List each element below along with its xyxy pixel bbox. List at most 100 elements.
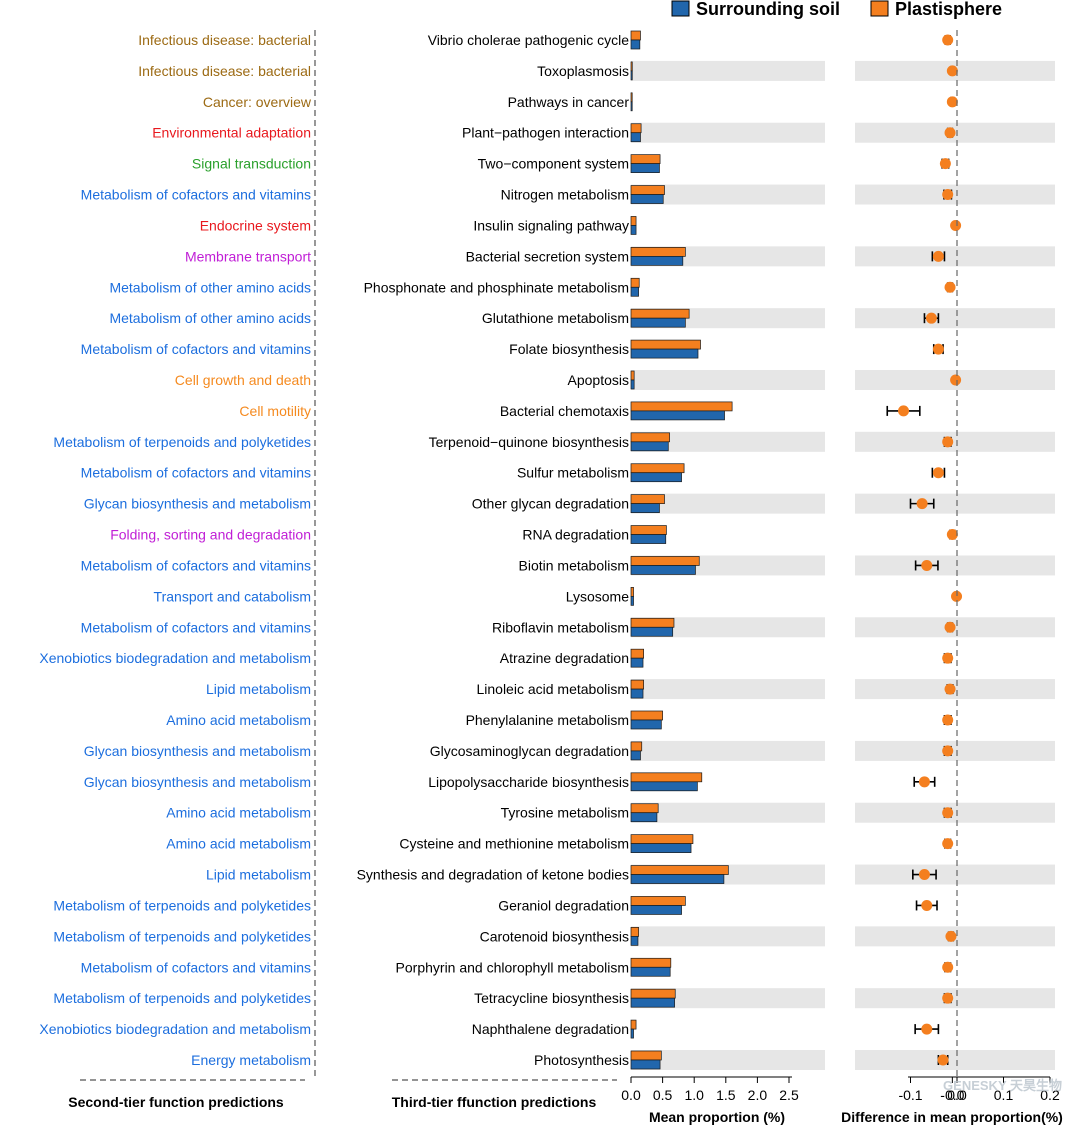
difference-point bbox=[942, 189, 954, 201]
difference-axis: -0.1 -0.00.0 0.1 0.2 bbox=[898, 1076, 1060, 1103]
difference-point bbox=[944, 621, 956, 633]
soil-bar bbox=[630, 410, 725, 421]
bar-background-stripe bbox=[631, 988, 825, 1009]
plastisphere-bar bbox=[630, 556, 700, 566]
legend-swatch-plastisphere bbox=[870, 0, 889, 17]
bar-background-stripe bbox=[631, 617, 825, 638]
difference-background-stripe bbox=[855, 740, 1055, 761]
difference-point bbox=[937, 1054, 949, 1066]
soil-bar bbox=[630, 472, 682, 483]
tier3-label: Linoleic acid metabolism bbox=[476, 681, 629, 697]
soil-bar bbox=[630, 317, 686, 328]
plastisphere-bar bbox=[630, 525, 667, 535]
plastisphere-bar bbox=[630, 123, 642, 134]
tier3-label: Geraniol degradation bbox=[498, 897, 629, 913]
difference-point bbox=[932, 343, 944, 355]
tier2-label: Environmental adaptation bbox=[152, 125, 311, 141]
tier3-label: Bacterial chemotaxis bbox=[500, 403, 629, 419]
plastisphere-bar bbox=[630, 896, 686, 906]
tier2-label: Glycan biosynthesis and metabolism bbox=[84, 743, 311, 759]
soil-bar bbox=[630, 225, 637, 235]
difference-point bbox=[942, 436, 954, 448]
tier3-label: Nitrogen metabolism bbox=[501, 187, 629, 203]
plastisphere-bar bbox=[630, 154, 661, 164]
tier2-label: Amino acid metabolism bbox=[166, 712, 311, 728]
chart-row: Metabolism of terpenoids and polyketides… bbox=[53, 927, 957, 946]
chart-row: Glycan biosynthesis and metabolism Glycos… bbox=[84, 741, 954, 761]
chart-row: Amino acid metabolism Tyrosine metabolism bbox=[166, 803, 954, 823]
tier2-label: Cell growth and death bbox=[175, 372, 311, 388]
bar-background-stripe bbox=[631, 431, 825, 452]
soil-bar bbox=[630, 966, 671, 977]
tier2-label: Endocrine system bbox=[200, 217, 311, 233]
chart-row: Metabolism of terpenoids and polyketides… bbox=[53, 896, 938, 915]
tier3-label: Folate biosynthesis bbox=[509, 341, 629, 357]
difference-point bbox=[921, 899, 933, 911]
chart-row: Metabolism of cofactors and vitamins Biot… bbox=[81, 556, 939, 575]
tier3-label: Terpenoid−quinone biosynthesis bbox=[429, 434, 629, 450]
tier2-label: Metabolism of cofactors and vitamins bbox=[81, 619, 311, 635]
chart-row: Glycan biosynthesis and metabolism Lipopo… bbox=[84, 772, 936, 792]
plastisphere-bar bbox=[630, 432, 670, 443]
difference-point bbox=[925, 312, 937, 324]
difference-background-stripe bbox=[855, 988, 1055, 1009]
tier3-label: Tetracycline biosynthesis bbox=[474, 990, 629, 1006]
tier2-label: Xenobiotics biodegradation and metabolis… bbox=[39, 650, 311, 666]
soil-bar bbox=[630, 719, 662, 730]
tier2-label: Xenobiotics biodegradation and metabolis… bbox=[39, 1021, 311, 1037]
soil-bar bbox=[630, 348, 699, 359]
soil-bar bbox=[630, 596, 634, 606]
chart-row: Metabolism of cofactors and vitamins Nitr… bbox=[81, 185, 954, 204]
chart-row: Amino acid metabolism Phenylalanine metab… bbox=[166, 710, 954, 730]
difference-point bbox=[950, 219, 962, 231]
soil-bar bbox=[630, 657, 644, 668]
chart-row: Amino acid metabolism Cysteine and methio… bbox=[166, 834, 954, 853]
soil-bar bbox=[630, 874, 725, 884]
plastisphere-bar bbox=[630, 803, 659, 814]
soil-bar bbox=[630, 379, 635, 390]
chart-row: Transport and catabolism Lysosome bbox=[154, 587, 963, 606]
bar-background-stripe bbox=[631, 926, 825, 947]
mean-axis-tick-label: 2.5 bbox=[779, 1087, 799, 1103]
tier3-label: Toxoplasmosis bbox=[537, 63, 629, 79]
tier2-label: Infectious disease: bacterial bbox=[138, 63, 311, 79]
tier3-label: Biotin metabolism bbox=[519, 557, 630, 573]
legend-label-soil: Surrounding soil bbox=[696, 0, 840, 19]
tier2-label: Lipid metabolism bbox=[206, 867, 311, 883]
mean-axis-title: Mean proportion (%) bbox=[649, 1109, 785, 1125]
plastisphere-bar bbox=[630, 370, 635, 381]
soil-bar bbox=[630, 70, 633, 81]
difference-background-stripe bbox=[855, 246, 1055, 267]
difference-point bbox=[946, 529, 958, 541]
soil-bar bbox=[630, 503, 660, 513]
tier3-label: Two−component system bbox=[478, 156, 629, 172]
tier2-label: Energy metabolism bbox=[191, 1052, 311, 1068]
difference-background-stripe bbox=[855, 308, 1055, 329]
difference-point bbox=[939, 158, 951, 170]
bar-background-stripe bbox=[631, 679, 825, 700]
plastisphere-bar bbox=[630, 463, 685, 474]
difference-background-stripe bbox=[855, 1050, 1055, 1070]
chart-row: Metabolism of cofactors and vitamins Sulf… bbox=[81, 463, 946, 483]
chart-row: Cancer: overview Pathways in cancer bbox=[203, 92, 958, 112]
chart-row: Metabolism of cofactors and vitamins Porp… bbox=[81, 957, 954, 977]
tier3-label: Glycosaminoglycan degradation bbox=[430, 743, 629, 759]
watermark-text: GENESKY 天昊生物 bbox=[943, 1078, 1062, 1093]
tier2-label: Amino acid metabolism bbox=[166, 805, 311, 821]
chart-row: Glycan biosynthesis and metabolism Other … bbox=[84, 494, 935, 513]
plastisphere-bar bbox=[630, 741, 643, 752]
legend: Surrounding soil Plastisphere bbox=[671, 0, 1002, 19]
chart-row: Membrane transport Bacterial secretion sy… bbox=[185, 247, 946, 266]
soil-bar bbox=[630, 101, 633, 112]
chart-row: Cell growth and death Apoptosis bbox=[175, 370, 962, 390]
bar-background-stripe bbox=[631, 184, 825, 205]
chart-row: Metabolism of cofactors and vitamins Ribo… bbox=[81, 617, 956, 637]
tier2-label: Amino acid metabolism bbox=[166, 836, 311, 852]
tier3-label: Other glycan degradation bbox=[472, 496, 629, 512]
chart-row: Metabolism of other amino acids Phosphona… bbox=[109, 277, 956, 297]
difference-axis-tick-label: 0.0 bbox=[947, 1087, 967, 1103]
bar-background-stripe bbox=[631, 1050, 825, 1070]
tier2-label: Metabolism of terpenoids and polyketides bbox=[53, 434, 311, 450]
difference-background-stripe bbox=[855, 555, 1055, 576]
